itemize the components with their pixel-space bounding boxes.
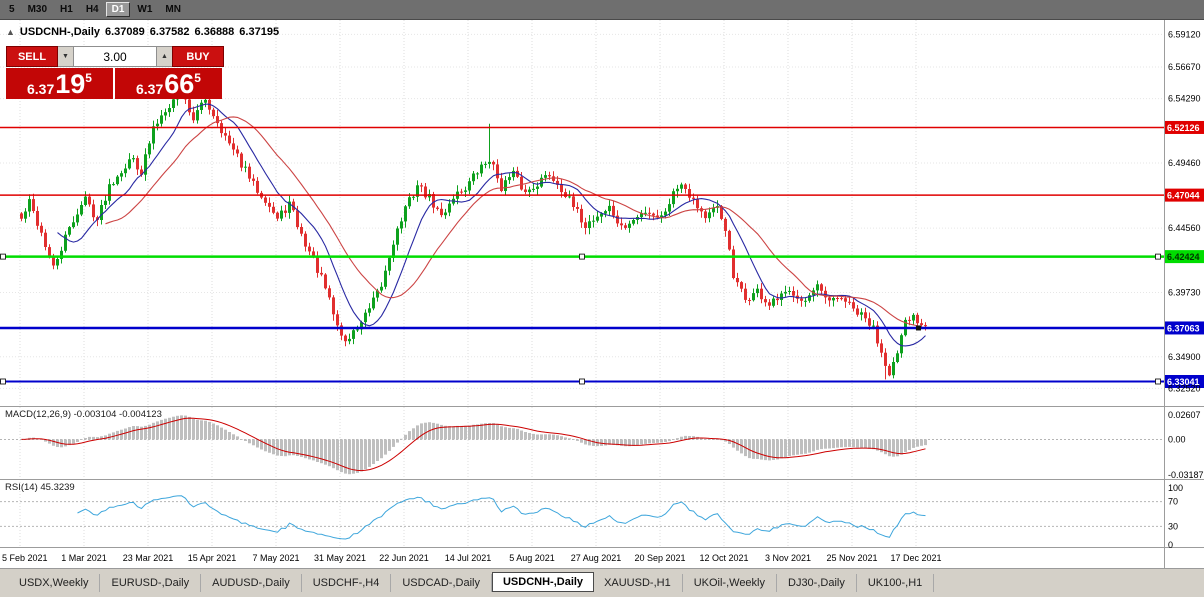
svg-text:7 May 2021: 7 May 2021 — [252, 553, 299, 563]
sell-button[interactable]: SELL — [6, 46, 58, 67]
bid-frac: 5 — [85, 71, 92, 85]
svg-text:6.39730: 6.39730 — [1168, 287, 1201, 297]
moving-averages — [57, 103, 926, 347]
svg-text:0.00: 0.00 — [1168, 434, 1186, 444]
svg-text:6.37063: 6.37063 — [1167, 323, 1200, 333]
candlestick-series — [20, 88, 927, 380]
svg-text:20 Sep 2021: 20 Sep 2021 — [634, 553, 685, 563]
svg-text:27 Aug 2021: 27 Aug 2021 — [571, 553, 622, 563]
ohlc-high: 6.37582 — [149, 26, 190, 38]
svg-text:5 Feb 2021: 5 Feb 2021 — [2, 553, 48, 563]
chart-tab-bar: USDX,Weekly EURUSD-,Daily AUDUSD-,Daily USD… — [0, 568, 1204, 597]
svg-text:6.32520: 6.32520 — [1168, 383, 1201, 393]
date-axis[interactable]: 5 Feb 2021 1 Mar 2021 23 Mar 2021 15 Apr 20… — [2, 553, 942, 563]
ask-price-button[interactable]: 6.37 66 5 — [115, 68, 222, 99]
volume-decrease-button[interactable]: ▼ — [58, 46, 73, 67]
svg-text:6.54290: 6.54290 — [1168, 94, 1201, 104]
chart-header: ▲ USDCNH-,Daily 6.37089 6.37582 6.36888 6.371… — [6, 26, 284, 38]
timeframe-h1[interactable]: H1 — [60, 4, 73, 15]
chart-tab-xauusd-h1[interactable]: XAUUSD-,H1 — [593, 574, 683, 592]
timeframe-5[interactable]: 5 — [9, 4, 15, 15]
svg-text:6.49460: 6.49460 — [1168, 158, 1201, 168]
one-click-trade-panel: SELL ▼ 3.00 ▲ BUY 6.37 19 5 6.37 66 5 — [6, 46, 224, 99]
timeframe-h4[interactable]: H4 — [85, 4, 99, 15]
macd-panel — [20, 415, 927, 475]
svg-text:6.33041: 6.33041 — [1167, 377, 1200, 387]
volume-increase-button[interactable]: ▲ — [157, 46, 172, 67]
ask-base: 6.37 — [136, 81, 164, 97]
svg-text:22 Jun 2021: 22 Jun 2021 — [379, 553, 429, 563]
buy-button[interactable]: BUY — [172, 46, 224, 67]
chart-tab-audusd-daily[interactable]: AUDUSD-,Daily — [201, 574, 302, 592]
ask-frac: 5 — [194, 71, 201, 85]
chart-window: 6.52126 6.47044 6.42424 6.37063 6.33041 6.591… — [0, 20, 1204, 568]
svg-text:3 Nov 2021: 3 Nov 2021 — [765, 553, 811, 563]
bid-price-button[interactable]: 6.37 19 5 — [6, 68, 113, 99]
svg-text:5 Aug 2021: 5 Aug 2021 — [509, 553, 555, 563]
timeframe-m30[interactable]: M30 — [27, 4, 48, 15]
svg-text:70: 70 — [1168, 497, 1178, 507]
rsi-panel — [77, 495, 926, 540]
chart-tab-usdchf-h4[interactable]: USDCHF-,H4 — [302, 574, 392, 592]
chart-tab-dj30-daily[interactable]: DJ30-,Daily — [777, 574, 857, 592]
ohlc-close: 6.37195 — [239, 26, 280, 38]
svg-text:6.59120: 6.59120 — [1168, 29, 1201, 39]
panel-dividers — [0, 20, 1204, 568]
svg-text:6.52126: 6.52126 — [1167, 123, 1200, 133]
svg-text:25 Nov 2021: 25 Nov 2021 — [826, 553, 877, 563]
timeframe-d1[interactable]: D1 — [105, 2, 131, 17]
svg-text:-0.03187: -0.03187 — [1168, 470, 1204, 480]
svg-text:0: 0 — [1168, 540, 1173, 550]
svg-text:0.02607: 0.02607 — [1168, 410, 1201, 420]
chart-title: USDCNH-,Daily — [19, 26, 100, 38]
chart-tab-usdcnh-daily[interactable]: USDCNH-,Daily — [491, 572, 595, 592]
bid-base: 6.37 — [27, 81, 55, 97]
svg-text:6.44560: 6.44560 — [1168, 223, 1201, 233]
svg-text:6.56670: 6.56670 — [1168, 62, 1201, 72]
timeframe-mn[interactable]: MN — [165, 4, 181, 15]
ohlc-open: 6.37089 — [105, 26, 145, 38]
collapse-icon[interactable]: ▲ — [6, 27, 15, 37]
svg-text:12 Oct 2021: 12 Oct 2021 — [699, 553, 748, 563]
ask-pips: 66 — [164, 69, 195, 100]
horizontal-price-lines[interactable]: 6.52126 6.47044 6.42424 6.37063 6.33041 — [0, 120, 1204, 388]
timeframe-toolbar: 5 M30 H1 H4 D1 W1 MN — [0, 0, 1204, 20]
svg-text:6.42424: 6.42424 — [1167, 252, 1200, 262]
svg-text:6.34900: 6.34900 — [1168, 352, 1201, 362]
svg-text:15 Apr 2021: 15 Apr 2021 — [188, 553, 237, 563]
svg-text:100: 100 — [1168, 483, 1183, 493]
bid-pips: 19 — [55, 69, 86, 100]
svg-text:17 Dec 2021: 17 Dec 2021 — [890, 553, 941, 563]
svg-text:14 Jul 2021: 14 Jul 2021 — [445, 553, 492, 563]
chart-tab-eurusd-daily[interactable]: EURUSD-,Daily — [100, 574, 202, 592]
svg-text:30: 30 — [1168, 521, 1178, 531]
price-chart[interactable]: 6.521266.470446.424246.370636.330416.591… — [0, 20, 1204, 568]
ohlc-low: 6.36888 — [194, 26, 235, 38]
macd-indicator-label: MACD(12,26,9) -0.003104 -0.004123 — [5, 409, 162, 420]
svg-text:1 Mar 2021: 1 Mar 2021 — [61, 553, 107, 563]
svg-text:23 Mar 2021: 23 Mar 2021 — [123, 553, 174, 563]
chart-tab-usdx-weekly[interactable]: USDX,Weekly — [8, 574, 101, 592]
timeframe-w1[interactable]: W1 — [137, 4, 153, 15]
rsi-indicator-label: RSI(14) 45.3239 — [5, 482, 75, 493]
chart-tab-uk100-h1[interactable]: UK100-,H1 — [857, 574, 935, 592]
svg-text:31 May 2021: 31 May 2021 — [314, 553, 366, 563]
chart-tab-usdcad-daily[interactable]: USDCAD-,Daily — [391, 574, 492, 592]
price-axis[interactable]: 6.59120 6.56670 6.54290 6.49460 6.44560 6.397… — [1168, 29, 1204, 550]
svg-text:6.47044: 6.47044 — [1167, 191, 1200, 201]
volume-input[interactable]: 3.00 — [73, 46, 157, 67]
chart-tab-ukoil-weekly[interactable]: UKOil-,Weekly — [683, 574, 777, 592]
